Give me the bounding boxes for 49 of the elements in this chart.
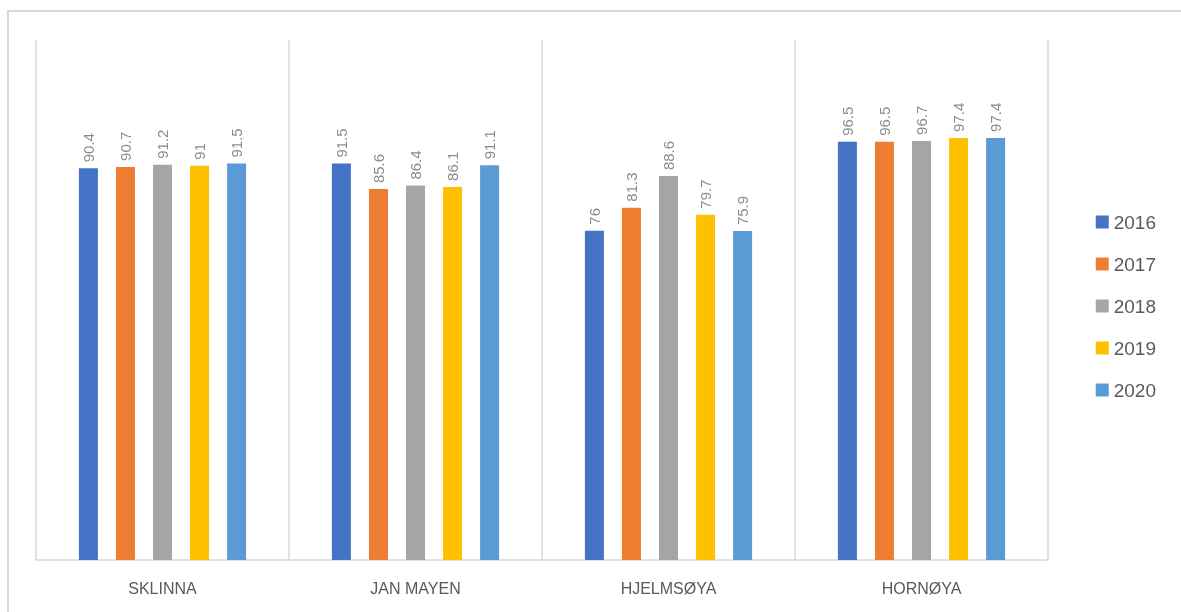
bar — [696, 214, 716, 560]
bar — [874, 141, 894, 560]
data-label: 97.4 — [950, 102, 968, 132]
bar — [949, 137, 969, 560]
data-label: 96.5 — [875, 106, 893, 136]
data-label: 81.3 — [622, 172, 640, 202]
bar — [584, 230, 604, 560]
data-label: 86.4 — [407, 150, 424, 180]
data-label: 91.1 — [481, 130, 499, 160]
data-label: 75.9 — [734, 195, 752, 226]
x-tick-label: SKLINNA — [128, 579, 198, 597]
bar — [480, 165, 500, 560]
bar — [227, 163, 247, 560]
bar — [986, 137, 1006, 560]
data-label: 91 — [191, 142, 209, 160]
x-tick-label: HORNØYA — [881, 579, 962, 597]
x-tick-label: HJELMSØYA — [620, 579, 717, 597]
legend-label: 2019 — [1113, 337, 1157, 359]
bar — [331, 163, 351, 560]
legend-label: 2018 — [1113, 295, 1157, 317]
data-label: 79.7 — [697, 179, 715, 209]
bar — [443, 186, 463, 560]
data-label: 76 — [585, 207, 603, 225]
x-tick-label: JAN MAYEN — [370, 579, 461, 597]
bar — [406, 185, 425, 560]
data-label: 96.7 — [913, 105, 930, 135]
data-label: 96.5 — [838, 106, 856, 136]
bar — [912, 140, 931, 560]
bar — [837, 141, 857, 560]
bar — [190, 165, 210, 560]
bar — [621, 207, 641, 560]
data-label: 90.7 — [116, 131, 134, 161]
data-label: 90.4 — [79, 133, 97, 163]
data-label: 97.4 — [987, 102, 1005, 132]
legend-label: 2020 — [1113, 379, 1157, 401]
bar — [733, 231, 753, 560]
bar — [153, 164, 172, 560]
bar — [78, 168, 98, 560]
data-label: 91.5 — [228, 128, 246, 158]
legend-label: 2016 — [1113, 211, 1157, 233]
data-label: 88.6 — [660, 140, 677, 171]
bar — [115, 166, 135, 560]
data-label: 86.1 — [444, 151, 462, 181]
bar — [368, 189, 388, 560]
data-label: 85.6 — [369, 153, 387, 184]
legend-label: 2017 — [1113, 253, 1157, 275]
bar — [659, 176, 678, 560]
data-label: 91.2 — [154, 129, 171, 159]
data-label: 91.5 — [332, 128, 350, 158]
